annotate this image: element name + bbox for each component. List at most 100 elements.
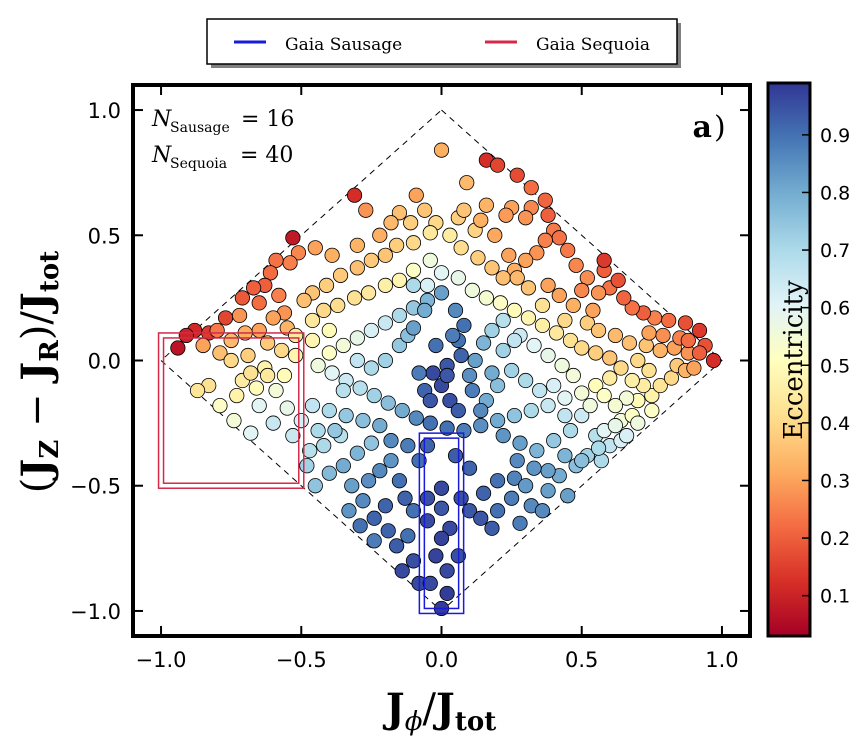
data-point — [226, 413, 242, 429]
sausage-region-box-outer — [418, 432, 465, 615]
data-point — [397, 490, 413, 506]
data-point — [366, 533, 382, 549]
data-point — [288, 347, 304, 364]
data-point — [285, 428, 301, 444]
data-point — [590, 322, 607, 339]
data-point — [422, 415, 438, 431]
data-point — [422, 392, 438, 409]
data-point — [518, 478, 534, 494]
data-point — [240, 347, 256, 364]
data-point — [433, 480, 450, 496]
data-point — [338, 407, 354, 424]
data-point — [467, 352, 483, 369]
data-point — [529, 245, 545, 261]
colorbar-tick-label: 0.2 — [820, 528, 850, 550]
data-point — [265, 415, 281, 431]
data-point — [568, 257, 584, 273]
data-point — [655, 327, 671, 344]
data-point — [307, 240, 323, 256]
data-point — [400, 528, 416, 544]
counts-annotation: N Sausage = 16 N Sequoia = 40 — [151, 107, 294, 172]
data-point — [638, 337, 654, 354]
data-point — [557, 390, 573, 406]
data-point — [557, 407, 573, 424]
data-point — [439, 585, 455, 602]
data-point — [590, 285, 607, 301]
data-point — [352, 518, 368, 534]
data-point — [456, 202, 472, 218]
data-point — [652, 342, 668, 359]
data-point — [518, 210, 534, 226]
data-point — [492, 295, 508, 311]
data-point — [321, 402, 337, 419]
data-point — [262, 265, 279, 281]
data-point — [461, 367, 478, 384]
data-point — [621, 335, 638, 351]
legend-label-sausage: Gaia Sausage — [285, 35, 402, 55]
data-point — [596, 387, 612, 404]
colorbar-gradient — [768, 83, 810, 636]
data-point — [445, 327, 461, 344]
x-tick-label: 1.0 — [705, 648, 738, 672]
data-point — [274, 342, 290, 359]
data-point — [355, 413, 371, 429]
data-point — [520, 310, 537, 326]
x-tick-label: −0.5 — [276, 648, 327, 672]
data-point — [251, 322, 267, 339]
data-point — [557, 312, 573, 329]
data-point — [529, 443, 545, 459]
x-tick-label: −1.0 — [136, 648, 187, 672]
data-point — [616, 290, 632, 306]
data-point — [360, 285, 377, 301]
data-point — [602, 370, 618, 386]
y-tick-label: 1.0 — [88, 99, 121, 123]
data-point — [464, 382, 480, 399]
colorbar-tick-label: 0.4 — [820, 413, 850, 435]
data-point — [383, 215, 399, 231]
data-point — [453, 490, 469, 506]
data-point — [377, 247, 394, 263]
legend: Gaia Sausage Gaia Sequoia — [206, 18, 681, 68]
data-point — [478, 290, 494, 306]
data-point — [318, 277, 335, 293]
data-point — [411, 365, 427, 381]
data-point — [484, 520, 500, 536]
data-point — [346, 187, 363, 203]
data-point — [405, 235, 422, 251]
data-point — [341, 503, 357, 519]
data-point — [473, 402, 489, 419]
data-point — [428, 548, 444, 564]
data-point — [363, 435, 379, 451]
data-point — [691, 322, 708, 339]
data-point — [506, 302, 523, 319]
data-point — [641, 325, 657, 341]
n-sausage-label: N — [151, 107, 172, 132]
legend-label-sequoia: Gaia Sequoia — [536, 35, 650, 55]
data-point — [680, 332, 696, 349]
data-point — [489, 473, 506, 489]
data-point — [217, 310, 234, 326]
data-point — [610, 272, 626, 288]
data-point — [417, 302, 433, 319]
data-point — [453, 347, 469, 364]
data-point — [268, 252, 284, 268]
data-point — [512, 435, 528, 451]
data-point — [276, 367, 293, 384]
data-point — [400, 438, 416, 454]
data-point — [523, 180, 539, 196]
data-point — [478, 197, 494, 213]
data-point — [209, 322, 225, 339]
data-point — [377, 352, 394, 369]
data-point — [349, 330, 365, 346]
data-point — [310, 423, 326, 439]
data-point — [304, 332, 321, 349]
data-point — [403, 215, 419, 231]
data-point — [372, 463, 388, 479]
data-point — [349, 260, 365, 276]
data-point — [304, 397, 321, 414]
data-point — [459, 175, 475, 191]
data-point — [391, 473, 408, 489]
data-point — [405, 320, 422, 336]
data-point — [433, 530, 450, 546]
y-tick-label: −0.5 — [70, 475, 121, 499]
